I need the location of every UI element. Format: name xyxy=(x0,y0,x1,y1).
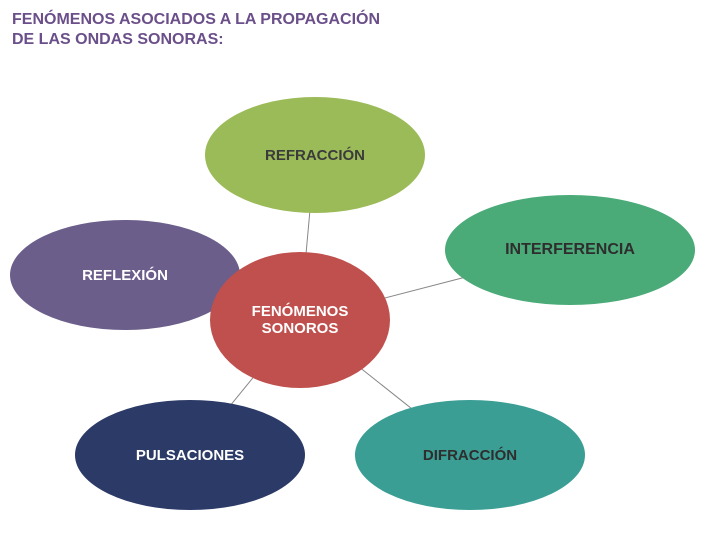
node-reflexion: REFLEXIÓN xyxy=(10,220,240,330)
page-title: FENÓMENOS ASOCIADOS A LA PROPAGACIÓNDE L… xyxy=(12,10,380,50)
node-difraccion: DIFRACCIÓN xyxy=(355,400,585,510)
node-central: FENÓMENOSSONOROS xyxy=(210,252,390,388)
node-pulsaciones: PULSACIONES xyxy=(75,400,305,510)
node-interferencia: INTERFERENCIA xyxy=(445,195,695,305)
node-refraccion: REFRACCIÓN xyxy=(205,97,425,213)
